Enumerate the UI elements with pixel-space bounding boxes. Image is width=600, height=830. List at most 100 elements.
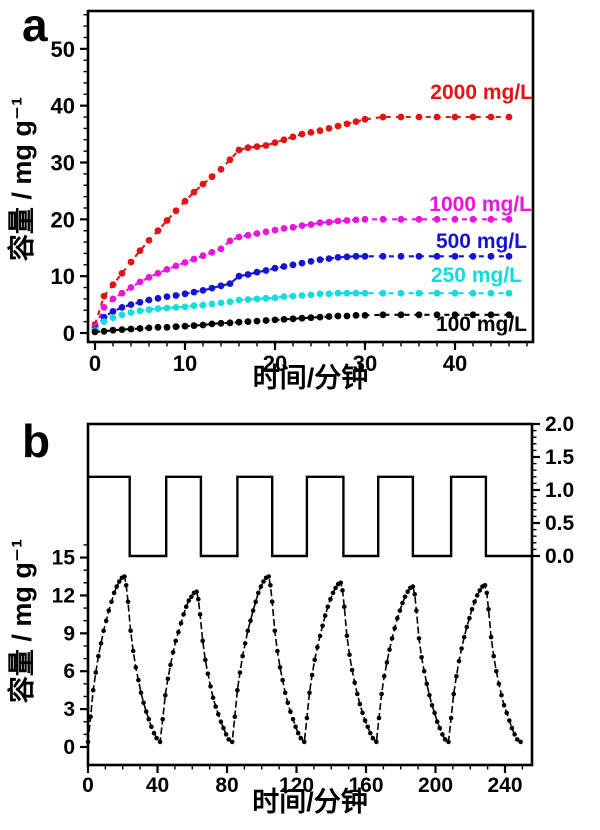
data-point: [190, 302, 198, 310]
data-point: [317, 633, 323, 639]
b-y-left-tick-label: 3: [63, 698, 75, 721]
data-point: [484, 590, 490, 596]
b-y-right-tick-label: 2.0: [545, 413, 574, 436]
data-point: [307, 129, 315, 136]
data-point: [518, 739, 523, 745]
data-point: [197, 612, 203, 617]
data-point: [343, 312, 351, 320]
data-point: [343, 120, 351, 128]
data-point: [387, 647, 392, 652]
data-point: [111, 590, 117, 596]
data-point: [272, 628, 278, 634]
data-point: [357, 701, 363, 707]
data-point: [295, 730, 301, 736]
data-point: [145, 296, 153, 304]
data-point: [122, 574, 127, 579]
data-point: [226, 156, 234, 164]
data-point: [217, 282, 225, 290]
data-point: [235, 296, 243, 304]
data-point: [127, 258, 135, 266]
b-y-right-tick-label: 1.0: [545, 479, 574, 502]
data-point: [217, 319, 225, 327]
data-point: [136, 325, 144, 332]
data-point: [285, 700, 291, 706]
data-point: [412, 591, 418, 597]
data-point: [307, 314, 315, 322]
curve: [88, 475, 532, 558]
data-point: [461, 634, 467, 640]
data-point: [261, 579, 266, 584]
data-point: [316, 256, 324, 264]
data-point: [163, 692, 168, 698]
data-point: [271, 139, 279, 147]
data-point: [488, 634, 494, 640]
data-point: [298, 222, 306, 230]
data-point: [424, 681, 430, 687]
data-point: [400, 600, 405, 606]
data-point: [183, 604, 189, 610]
data-point: [271, 294, 279, 302]
data-point: [334, 217, 342, 225]
data-point: [376, 715, 382, 721]
data-point: [433, 289, 441, 297]
data-point: [360, 710, 365, 716]
data-point: [334, 254, 342, 261]
data-point: [487, 113, 495, 121]
data-point: [244, 144, 252, 152]
data-point: [355, 691, 360, 697]
data-point: [482, 583, 488, 588]
data-point: [316, 313, 324, 321]
data-point: [138, 690, 144, 695]
data-point: [262, 317, 270, 324]
data-point: [109, 281, 117, 289]
data-point: [381, 674, 387, 679]
data-point: [280, 263, 288, 270]
data-point: [289, 133, 297, 141]
data-point: [165, 676, 171, 682]
data-point: [154, 294, 162, 302]
data-point: [100, 292, 108, 300]
data-point: [275, 648, 280, 654]
data-point: [442, 737, 448, 742]
data-point: [157, 739, 163, 745]
data-point: [374, 739, 379, 745]
data-point: [163, 217, 171, 224]
data-point: [309, 672, 315, 678]
data-point: [477, 588, 483, 593]
data-point: [338, 580, 344, 586]
data-point: [349, 667, 355, 673]
data-point: [365, 724, 371, 730]
data-point: [235, 233, 243, 241]
data-point: [218, 719, 224, 724]
data-point: [199, 180, 207, 188]
panel-b-frame: [86, 422, 534, 767]
data-point: [416, 636, 422, 641]
data-point: [253, 268, 261, 276]
data-point: [487, 252, 495, 260]
data-point: [415, 252, 423, 260]
data-point: [302, 739, 307, 745]
data-point: [199, 287, 207, 294]
data-point: [245, 628, 251, 634]
data-point: [342, 604, 347, 610]
data-point: [402, 594, 408, 599]
data-point: [136, 247, 144, 255]
data-point: [370, 735, 376, 741]
data-point: [330, 590, 336, 596]
data-point: [118, 311, 126, 319]
data-point: [199, 252, 207, 260]
data-point: [109, 314, 117, 322]
data-point: [178, 620, 184, 626]
data-point: [437, 725, 443, 731]
data-point: [143, 709, 149, 714]
data-point: [190, 255, 198, 263]
data-point: [316, 219, 324, 227]
data-point: [467, 615, 472, 621]
panel-a-letter: a: [22, 0, 48, 51]
data-point: [154, 305, 162, 312]
data-point: [325, 255, 333, 262]
data-point: [434, 719, 440, 724]
data-point: [415, 113, 423, 121]
data-point: [109, 599, 114, 605]
